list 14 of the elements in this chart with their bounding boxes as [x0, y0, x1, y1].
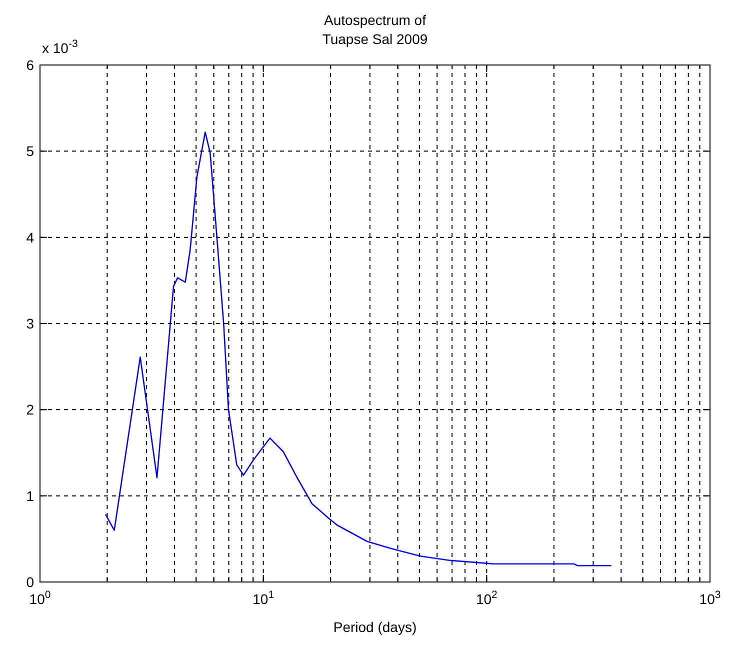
chart-title: Autospectrum of Tuapse Sal 2009	[322, 12, 428, 47]
text: x 10$^{-3}$	[42, 38, 78, 56]
y-tick-label: 0	[26, 574, 34, 590]
y-tick-label: 6	[26, 57, 34, 73]
y-tick-label: 5	[26, 143, 34, 160]
y-tick-label: 3	[26, 316, 34, 332]
x-tick-label: 10$^{0}$	[29, 589, 51, 607]
x-tick-label: 10$^{1}$	[252, 589, 274, 607]
x-tick-label: 10$^{3}$	[699, 589, 721, 607]
y-tick-label: 2	[26, 402, 34, 418]
y-tick-label: 1	[26, 488, 34, 504]
x-axis-title: Period (days)	[333, 619, 417, 635]
y-tick-label: 4	[26, 229, 34, 246]
x-tick-label: 10$^{2}$	[476, 589, 498, 607]
